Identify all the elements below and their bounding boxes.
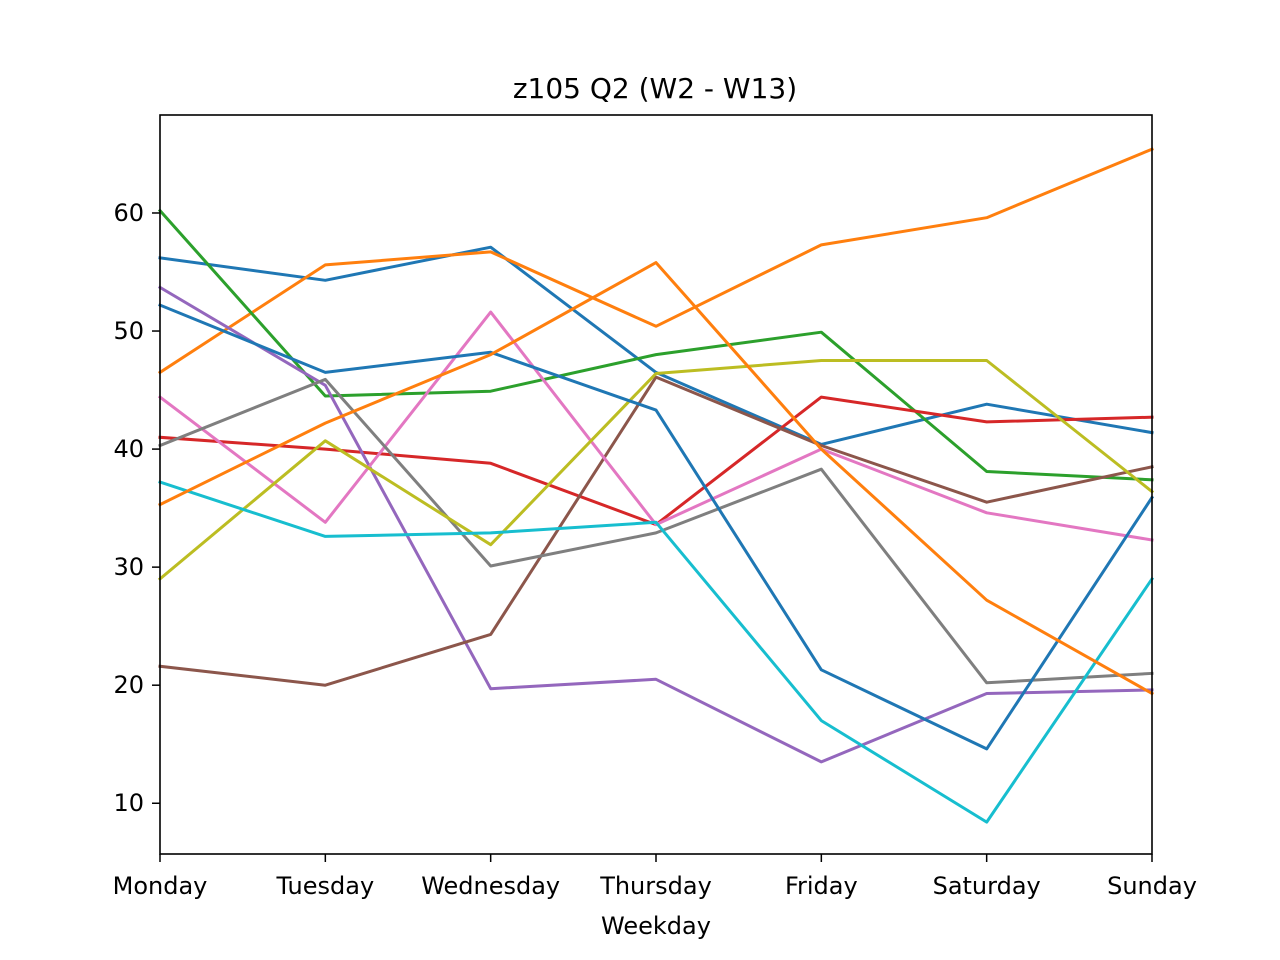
y-tick-label: 10 [113,789,144,817]
y-axis: 10 20 30 40 50 60 [113,199,160,817]
series-line-2 [157,147,1154,375]
series-line-6 [158,375,1154,687]
series-line-8 [158,377,1154,685]
y-tick-label: 20 [113,671,144,699]
x-tick-label: Saturday [933,872,1041,900]
series-line-10 [158,480,1155,824]
series-line-5 [157,285,1154,764]
y-tick-label: 40 [113,435,144,463]
x-tick-label: Friday [785,872,858,900]
axes-frame [159,114,1153,855]
y-tick-label: 60 [113,199,144,227]
series-line-3 [157,208,1154,482]
chart-title: z105 Q2 (W2 - W13) [513,72,797,105]
series-line-4 [158,395,1154,527]
x-tick-label: Tuesday [276,872,375,900]
plot-lines [157,147,1155,824]
series-line-11 [158,303,1155,751]
y-tick-label: 50 [113,317,144,345]
y-tick-label: 30 [113,553,144,581]
x-tick-label: Wednesday [421,872,560,900]
x-tick-label: Thursday [599,872,712,900]
x-axis: Monday Tuesday Wednesday Thursday Friday Satu… [113,854,1197,900]
x-tick-label: Monday [113,872,208,900]
x-tick-label: Sunday [1107,872,1197,900]
series-line-7 [157,310,1154,542]
series-line-9 [157,359,1155,582]
series-line-12 [157,261,1155,696]
x-axis-label: Weekday [601,912,711,940]
